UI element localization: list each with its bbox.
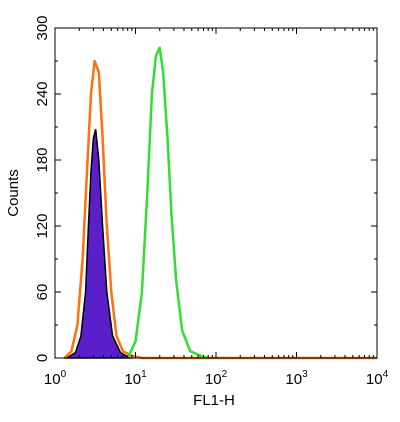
- y-axis: 0 60 120 180 240 300: [34, 15, 377, 362]
- x-tick-label: 101: [124, 369, 147, 388]
- y-axis-title: Counts: [5, 169, 22, 217]
- x-axis-title: FL1-H: [193, 392, 235, 409]
- series-2-histogram-line: [126, 46, 209, 360]
- y-tick-label: 120: [34, 213, 51, 238]
- y-tick-label: 240: [34, 81, 51, 106]
- x-axis: 100 101 102 103 104: [44, 28, 389, 388]
- series-0-filled-histogram: [64, 129, 133, 359]
- x-tick-label: 104: [366, 369, 389, 388]
- y-tick-label: 0: [34, 354, 51, 362]
- x-tick-label: 103: [285, 369, 308, 388]
- x-tick-label: 100: [44, 369, 67, 388]
- y-tick-label: 300: [34, 15, 51, 40]
- y-tick-label: 180: [34, 147, 51, 172]
- x-tick-label: 102: [205, 369, 228, 388]
- y-tick-label: 60: [34, 284, 51, 301]
